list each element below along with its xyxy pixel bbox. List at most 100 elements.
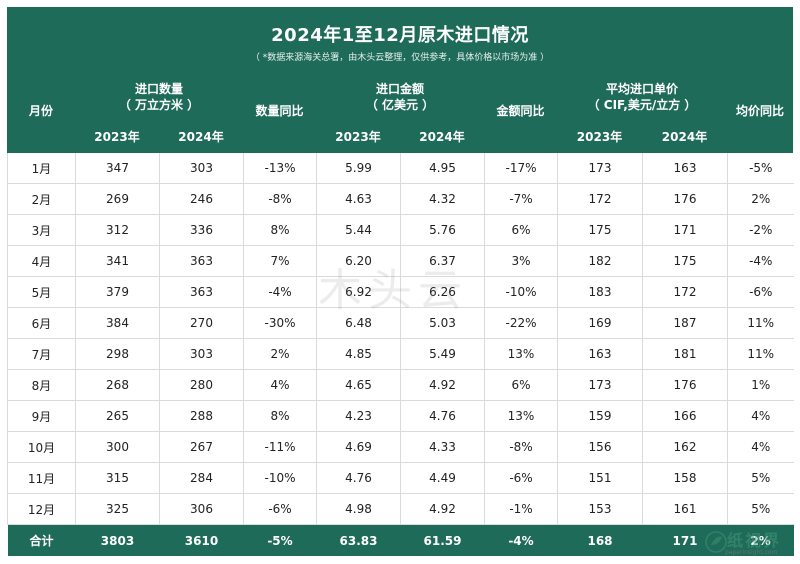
cell-price-yoy: -4%	[727, 245, 794, 277]
cell-price-2023: 173	[557, 153, 643, 184]
cell-volume-yoy: 8%	[243, 400, 317, 432]
cell-price-2024: 162	[642, 431, 728, 463]
cell-volume-2024: 363	[159, 276, 244, 308]
cell-amount-yoy: 3%	[484, 245, 558, 277]
cell-volume-yoy: -8%	[243, 183, 317, 215]
cell-volume-2024: 270	[159, 307, 244, 339]
cell-price-yoy: 5%	[727, 493, 794, 525]
cell-volume-2023: 379	[75, 276, 160, 308]
cell-month: 6月	[7, 307, 76, 339]
cell-amount-2024: 4.32	[400, 183, 485, 215]
cell-month: 12月	[7, 493, 76, 525]
cell-amount-2024: 4.33	[400, 431, 485, 463]
cell-month: 11月	[7, 462, 76, 494]
cell-price-2023: 153	[557, 493, 643, 525]
cell-amount-2023: 5.99	[316, 153, 401, 184]
table-body: 1月 347 303 -13% 5.99 4.95 -17% 173 163 -5% 2月 269 24…	[7, 153, 794, 556]
header-amount-unit: （ 亿美元 ）	[365, 98, 435, 112]
cell-amount-2023: 6.20	[316, 245, 401, 277]
cell-amount-2023: 4.65	[316, 369, 401, 401]
total-amount-yoy: -4%	[484, 524, 558, 556]
cell-amount-2024: 6.37	[400, 245, 485, 277]
cell-amount-2024: 6.26	[400, 276, 485, 308]
cell-volume-2023: 315	[75, 462, 160, 494]
header-amount-2023: 2023年	[335, 130, 381, 144]
cell-amount-yoy: -7%	[484, 183, 558, 215]
cell-price-2024: 175	[642, 245, 728, 277]
table-row: 2月 269 246 -8% 4.63 4.32 -7% 172 176 2%	[7, 183, 794, 215]
cell-volume-yoy: -11%	[243, 431, 317, 463]
cell-price-yoy: -2%	[727, 214, 794, 246]
cell-volume-2024: 280	[159, 369, 244, 401]
header-amount-group: 进口金额 （ 亿美元 ）	[316, 81, 484, 113]
total-price-yoy: 2%	[727, 524, 794, 556]
cell-amount-2023: 4.98	[316, 493, 401, 525]
cell-volume-yoy: -13%	[243, 153, 317, 184]
cell-price-2024: 176	[642, 183, 728, 215]
cell-amount-2024: 4.49	[400, 462, 485, 494]
cell-volume-2023: 347	[75, 153, 160, 184]
cell-volume-2023: 312	[75, 214, 160, 246]
cell-volume-2023: 269	[75, 183, 160, 215]
cell-price-2024: 172	[642, 276, 728, 308]
cell-price-2023: 183	[557, 276, 643, 308]
cell-volume-yoy: 2%	[243, 338, 317, 370]
total-volume-2024: 3610	[159, 524, 244, 556]
total-volume-2023: 3803	[75, 524, 160, 556]
header-price-unit: （ CIF,美元/立方 ）	[587, 98, 697, 112]
cell-volume-2023: 300	[75, 431, 160, 463]
cell-price-2024: 171	[642, 214, 728, 246]
table-row: 7月 298 303 2% 4.85 5.49 13% 163 181 11%	[7, 338, 794, 370]
header-amount-title: 进口金额	[375, 82, 424, 96]
cell-amount-yoy: 6%	[484, 369, 558, 401]
cell-amount-yoy: 13%	[484, 400, 558, 432]
cell-price-yoy: 11%	[727, 307, 794, 339]
cell-month: 4月	[7, 245, 76, 277]
table-header: 2024年1至12月原木进口情况 （ *数据来源海关总署，由木头云整理，仅供参考…	[7, 7, 793, 153]
header-volume-group: 进口数量 （ 万立方米 ）	[75, 81, 243, 113]
cell-amount-2024: 4.92	[400, 493, 485, 525]
cell-price-2023: 163	[557, 338, 643, 370]
header-amount-yoy: 金额同比	[496, 104, 545, 118]
cell-price-2023: 169	[557, 307, 643, 339]
cell-amount-yoy: 13%	[484, 338, 558, 370]
cell-amount-2023: 4.23	[316, 400, 401, 432]
cell-volume-yoy: 8%	[243, 214, 317, 246]
cell-amount-2023: 5.44	[316, 214, 401, 246]
cell-amount-yoy: -10%	[484, 276, 558, 308]
header-volume-yoy: 数量同比	[255, 104, 304, 118]
cell-volume-yoy: 7%	[243, 245, 317, 277]
header-price-2024: 2024年	[661, 130, 708, 144]
cell-price-yoy: 5%	[727, 462, 794, 494]
cell-volume-2023: 384	[75, 307, 160, 339]
cell-volume-yoy: 4%	[243, 369, 317, 401]
cell-amount-2024: 4.76	[400, 400, 485, 432]
cell-month: 7月	[7, 338, 76, 370]
cell-volume-2023: 268	[75, 369, 160, 401]
cell-volume-2024: 284	[159, 462, 244, 494]
total-price-2023: 168	[557, 524, 643, 556]
cell-month: 9月	[7, 400, 76, 432]
cell-volume-2023: 298	[75, 338, 160, 370]
cell-volume-2024: 363	[159, 245, 244, 277]
total-row: 合计 3803 3610 -5% 63.83 61.59 -4% 168 171…	[7, 524, 794, 556]
table-row: 4月 341 363 7% 6.20 6.37 3% 182 175 -4%	[7, 245, 794, 277]
cell-amount-2023: 4.69	[316, 431, 401, 463]
cell-price-2023: 151	[557, 462, 643, 494]
table-row: 3月 312 336 8% 5.44 5.76 6% 175 171 -2%	[7, 214, 794, 246]
table-row: 9月 265 288 8% 4.23 4.76 13% 159 166 4%	[7, 400, 794, 432]
table-frame: 2024年1至12月原木进口情况 （ *数据来源海关总署，由木头云整理，仅供参考…	[7, 7, 794, 557]
total-amount-2024: 61.59	[400, 524, 485, 556]
cell-amount-yoy: 6%	[484, 214, 558, 246]
header-price-yoy: 均价同比	[735, 104, 784, 118]
cell-amount-2023: 4.63	[316, 183, 401, 215]
cell-amount-2023: 6.92	[316, 276, 401, 308]
page-title: 2024年1至12月原木进口情况	[271, 25, 529, 46]
cell-price-yoy: -5%	[727, 153, 794, 184]
cell-price-2023: 159	[557, 400, 643, 432]
cell-volume-2024: 267	[159, 431, 244, 463]
cell-amount-yoy: -8%	[484, 431, 558, 463]
cell-month: 2月	[7, 183, 76, 215]
table-row: 10月 300 267 -11% 4.69 4.33 -8% 156 162 4%	[7, 431, 794, 463]
table-row: 5月 379 363 -4% 6.92 6.26 -10% 183 172 -6%	[7, 276, 794, 308]
